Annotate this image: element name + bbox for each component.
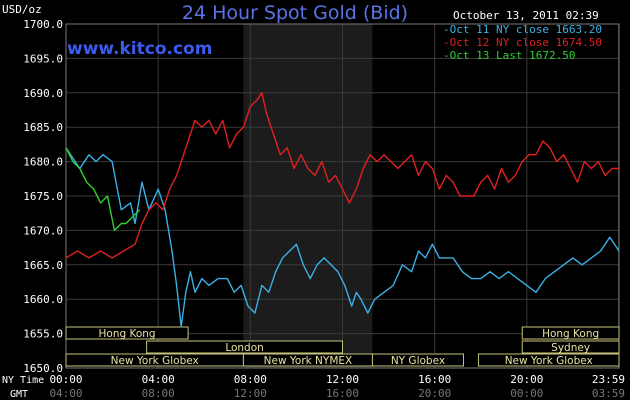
x-tick-label-nytime: 08:00 xyxy=(234,373,267,386)
session-label: New York Globex xyxy=(505,355,593,367)
x-tick-label-gmt: 00:00 xyxy=(510,387,543,400)
series-line-3 xyxy=(65,147,141,232)
chart-title: 24 Hour Spot Gold (Bid) xyxy=(182,2,408,24)
legend: -Oct 11 NY close 1663.20-Oct 12 NY close… xyxy=(443,23,602,62)
x-tick-label-nytime: 00:00 xyxy=(49,373,82,386)
x-row-label-nytime: NY Time xyxy=(2,375,44,386)
session-bar xyxy=(477,353,620,367)
session-label: London xyxy=(225,342,264,354)
y-tick-label: 1690.0 xyxy=(23,87,63,100)
legend-entry: -Oct 11 NY close 1663.20 xyxy=(443,23,602,36)
x-tick-label-nytime: 23:59 xyxy=(592,373,625,386)
x-tick-label-gmt: 04:00 xyxy=(49,387,82,400)
session-label: Sydney xyxy=(551,342,590,354)
x-tick-label-nytime: 12:00 xyxy=(326,373,359,386)
y-axis-unit: USD/oz xyxy=(2,3,42,16)
session-bar xyxy=(65,326,189,340)
session-bar xyxy=(146,340,343,354)
y-tick-label: 1660.0 xyxy=(23,293,63,306)
session-label: Hong Kong xyxy=(99,328,156,340)
y-tick-label: 1665.0 xyxy=(23,259,63,272)
y-tick-label: 1685.0 xyxy=(23,121,63,134)
x-tick-label-gmt: 16:00 xyxy=(326,387,359,400)
session-label: NY Globex xyxy=(391,355,445,367)
session-bar xyxy=(521,340,620,354)
chart-subtitle: www.kitco.com xyxy=(67,39,212,59)
x-tick-label-gmt: 20:00 xyxy=(418,387,451,400)
y-tick-label: 1670.0 xyxy=(23,224,63,237)
y-tick-label: 1680.0 xyxy=(23,156,63,169)
y-tick-label: 1675.0 xyxy=(23,190,63,203)
session-label: New York NYMEX xyxy=(264,355,353,367)
timestamp: October 13, 2011 02:39 xyxy=(453,9,599,22)
x-tick-label-nytime: 04:00 xyxy=(142,373,175,386)
y-tick-label: 1695.0 xyxy=(23,52,63,65)
x-tick-label-gmt: 08:00 xyxy=(142,387,175,400)
session-bar xyxy=(371,353,464,367)
y-axis: 1650.0 1655.0 1660.0 1665.0 1670.0 1675.0 1680… xyxy=(23,18,63,375)
plot-border xyxy=(65,23,620,369)
y-tick-label: 1655.0 xyxy=(23,328,63,341)
series-line-2 xyxy=(65,92,619,259)
x-axis: 00:0004:0004:0008:0008:0012:0012:0016:00… xyxy=(49,373,625,400)
x-tick-label-gmt: 12:00 xyxy=(234,387,267,400)
x-row-label-gmt: GMT xyxy=(10,389,28,400)
session-bar xyxy=(521,326,620,340)
session-label: New York Globex xyxy=(111,355,199,367)
series-lines xyxy=(65,92,620,328)
series-line-1 xyxy=(65,147,620,328)
y-tick-label: 1650.0 xyxy=(23,362,63,375)
legend-entry: -Oct 13 Last 1672.50 xyxy=(443,49,575,62)
x-tick-label-nytime: 20:00 xyxy=(510,373,543,386)
x-tick-label-gmt: 03:59 xyxy=(592,387,625,400)
y-tick-label: 1700.0 xyxy=(23,18,63,31)
session-label: Hong Kong xyxy=(542,328,599,340)
legend-entry: -Oct 12 NY close 1674.50 xyxy=(443,36,602,49)
trading-sessions: Hong Kong Hong Kong Sydney London New York G… xyxy=(65,326,620,367)
x-tick-label-nytime: 16:00 xyxy=(418,373,451,386)
